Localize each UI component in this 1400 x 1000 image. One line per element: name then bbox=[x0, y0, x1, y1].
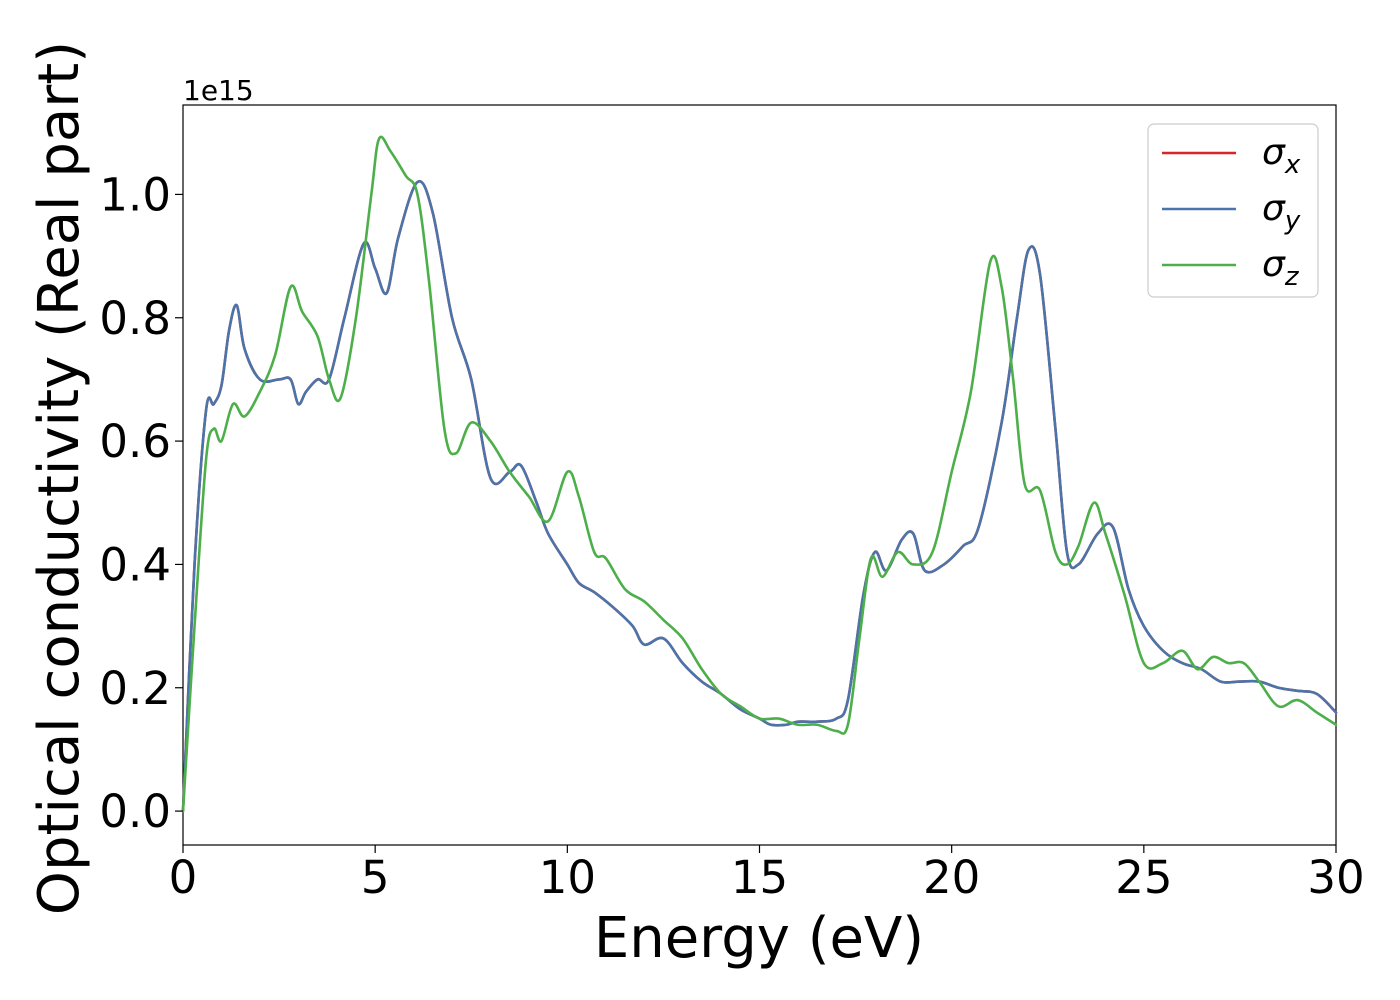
x-tick-label: 25 bbox=[1115, 851, 1172, 904]
y-tick-label: 0.2 bbox=[99, 662, 171, 715]
y-axis: 0.0 0.2 0.4 0.6 0.8 1.0 bbox=[99, 168, 183, 838]
legend: σx σy σz bbox=[1147, 123, 1319, 298]
y-tick-label: 0.6 bbox=[99, 415, 171, 468]
series-line-z bbox=[181, 135, 1338, 813]
y-tick-label: 0.8 bbox=[99, 292, 171, 345]
legend-label-x: σx bbox=[1262, 132, 1301, 180]
legend-frame bbox=[1147, 123, 1319, 298]
legend-items: σx σy σz bbox=[1162, 132, 1301, 292]
x-tick-label: 5 bbox=[361, 851, 390, 904]
x-tick-label: 0 bbox=[169, 851, 198, 904]
x-tick-label: 10 bbox=[539, 851, 596, 904]
y-tick-label: 0.4 bbox=[99, 538, 171, 591]
y-tick-label: 0.0 bbox=[99, 785, 171, 838]
legend-label-z: σz bbox=[1262, 244, 1300, 292]
y-tick-label: 1.0 bbox=[99, 168, 171, 221]
x-tick-label: 20 bbox=[923, 851, 980, 904]
x-axis: 0 5 10 15 20 25 30 bbox=[169, 845, 1365, 904]
x-tick-label: 15 bbox=[731, 851, 788, 904]
series-layer bbox=[181, 135, 1338, 813]
x-tick-label: 30 bbox=[1307, 851, 1364, 904]
legend-label-y: σy bbox=[1262, 188, 1301, 236]
x-axis-title: Energy (eV) bbox=[594, 906, 924, 971]
y-offset-label: 1e15 bbox=[183, 74, 254, 107]
y-axis-title: Optical conductivity (Real part) bbox=[27, 41, 92, 915]
